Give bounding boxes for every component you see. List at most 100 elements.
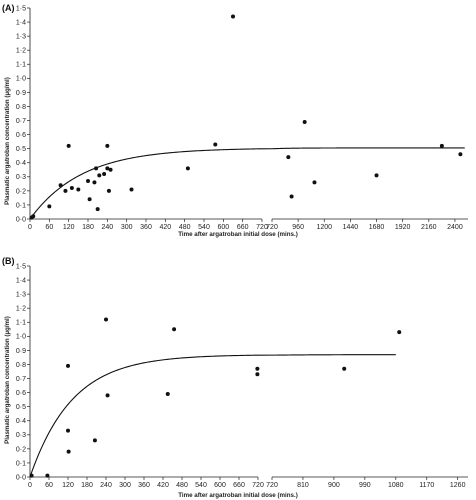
panel-a-x-tick-label: 0 <box>28 224 32 231</box>
panel-a-x-tick-label: 360 <box>140 224 152 231</box>
panel-a-x-tick-label: 720 <box>266 224 278 231</box>
panel-b-x-tick-label: 240 <box>100 482 112 489</box>
panel-a-y-tick-label: 1·2 <box>16 48 26 55</box>
panel-a-data-point <box>231 14 235 19</box>
panel-a-x-tick-label: 540 <box>198 224 210 231</box>
panel-b-y-tick-label: 0·4 <box>16 418 26 425</box>
panel-a-x-tick-label: 480 <box>179 224 191 231</box>
panel-a-y-tick-label: 0·4 <box>16 160 26 167</box>
panel-b-y-tick-label: 0·8 <box>16 362 26 369</box>
panel-b-data-point <box>45 473 50 478</box>
panel-a-y-tick-label: 1·4 <box>16 19 26 26</box>
panel-b-fit-curve-right <box>257 354 396 356</box>
panel-a-data-point <box>87 197 92 202</box>
panel-a-x-axis-label: Time after argatroban initial dose (mins… <box>178 231 298 238</box>
panel-a-data-point <box>185 166 190 171</box>
panel-b-x-tick-label: 1170 <box>419 482 434 489</box>
panel-a-x-tick-label: 2400 <box>447 224 463 231</box>
panel-b-plot-area: 0·0 0·1 0·2 0·3 0·4 0·5 0·6 0·7 0·8 0·9 1·0 1·1 1·2 1… <box>16 263 468 489</box>
panel-a-x-tick-label: 600 <box>217 224 229 231</box>
panel-a-y-axis-label: Plasmatic argatroban concentration (µg/m… <box>4 77 11 205</box>
panel-b-x-tick-label: 60 <box>45 482 53 489</box>
panel-b-x-tick-label: 420 <box>157 482 169 489</box>
panel-a-y-tick-label: 0·3 <box>16 174 26 181</box>
panel-b-x-tick-label: 810 <box>297 482 309 489</box>
panel-a-data-point <box>97 173 102 178</box>
panel-a-data-point <box>302 119 307 124</box>
panel-b-data-point <box>255 372 260 377</box>
panel-a-data-point <box>312 180 317 185</box>
panel-b-x-axis-label: Time after argatroban initial dose (mins… <box>178 492 298 499</box>
panel-a-fit-curve-right <box>261 147 465 150</box>
panel-a-fit-curve-left <box>29 148 263 220</box>
panel-b-data-point <box>255 366 260 371</box>
panel-b-x-tick-label: 540 <box>195 482 207 489</box>
panel-b-y-tick-label: 1·2 <box>16 306 26 313</box>
panel-a-y-tick-label: 1·5 <box>16 5 26 12</box>
panel-a-data-point <box>289 194 294 199</box>
panel-a-y-tick-label: 1·3 <box>16 34 26 41</box>
panel-a-data-point <box>105 166 110 171</box>
panel-b-x-tick-label: 660 <box>233 482 245 489</box>
panel-b-y-tick-label: 0·0 <box>16 474 26 481</box>
panel-a-x-tick-label: 1200 <box>316 224 332 231</box>
panel-b-y-axis-label: Plasmatic argatroban concentration (µg/m… <box>4 316 11 444</box>
panel-a-data-point <box>439 143 444 148</box>
panel-a-y-tick-label: 0·1 <box>16 202 26 209</box>
panel-a-x-tick-label: 720 <box>256 224 268 231</box>
panel-b-y-tick-label: 1·4 <box>16 277 26 284</box>
panel-b-y-tick-label: 0·7 <box>16 376 26 383</box>
panel-a-x-tick-label: 120 <box>63 224 75 231</box>
panel-b-x-tick-label: 720 <box>266 482 278 489</box>
panel-b-y-tick-label: 0·9 <box>16 348 26 355</box>
panel-b-x-tick-label: 900 <box>328 482 340 489</box>
panel-a-data-point <box>213 142 218 147</box>
panel-b-data-point <box>66 428 70 433</box>
panel-b-data-point <box>172 327 177 332</box>
panel-b-y-tick-label: 0·1 <box>16 460 26 467</box>
panel-b-y-tick-label: 0·5 <box>16 404 26 411</box>
panel-a-x-tick-label: 300 <box>121 224 133 231</box>
panel-a-data-point <box>58 183 63 188</box>
panel-b-data-point <box>66 363 70 368</box>
panel-a-x-tick-label: 960 <box>292 224 304 231</box>
panel-a-x-tick-label: 1440 <box>343 224 359 231</box>
panel-b-y-tick-label: 1·1 <box>16 320 26 327</box>
panel-b-data-point <box>66 449 71 454</box>
panel-b-x-tick-label: 720 <box>252 482 264 489</box>
panel-b-y-tick-label: 0·3 <box>16 432 26 439</box>
panel-a-data-point <box>76 187 81 192</box>
panel-a-data-point <box>69 186 74 191</box>
panel-b-data-point <box>104 317 108 322</box>
panel-b-data-point <box>92 438 97 443</box>
panel-a-data-point <box>47 204 52 209</box>
panel-a-data-point <box>95 207 100 212</box>
panel-a-data-point <box>31 214 36 219</box>
panel-b-y-tick-label: 1·5 <box>16 263 26 270</box>
panel-a-x-tick-label: 180 <box>82 224 94 231</box>
panel-a-data-point <box>63 188 68 193</box>
panel-a-data-point <box>66 143 71 148</box>
panel-a: (A) Plasmatic argatroban concentration (… <box>2 3 468 238</box>
panel-b-x-tick-label: 300 <box>119 482 131 489</box>
panel-a-plot-area: 0·0 0·1 0·2 0·3 0·4 0·5 0·6 0·7 0·8 0·9 1·0 1·1 1·2 1… <box>16 5 468 231</box>
panel-b-x-tick-label: 480 <box>176 482 188 489</box>
panel-a-data-point <box>286 155 291 160</box>
panel-b-data-point <box>397 330 402 335</box>
panel-b-y-tick-label: 1·0 <box>16 334 26 341</box>
panel-b-data-point <box>342 366 347 371</box>
panel-a-data-point <box>94 166 99 171</box>
panel-b-y-tick-label: 1·3 <box>16 292 26 299</box>
panel-a-y-tick-label: 0·5 <box>16 146 26 153</box>
panel-a-data-point <box>92 180 97 185</box>
panel-a-y-tick-label: 1·1 <box>16 62 26 69</box>
panel-a-data-point <box>106 188 111 193</box>
panel-b-x-tick-label: 0 <box>28 482 32 489</box>
panel-a-x-tick-label: 240 <box>101 224 113 231</box>
panel-a-y-tick-label: 0·9 <box>16 90 26 97</box>
panel-a-x-tick-label: 420 <box>159 224 171 231</box>
panel-b-x-tick-label: 360 <box>138 482 150 489</box>
panel-a-x-tick-label: 1920 <box>395 224 411 231</box>
panel-a-x-tick-label: 1680 <box>369 224 385 231</box>
panel-b-x-tick-label: 1260 <box>450 482 466 489</box>
